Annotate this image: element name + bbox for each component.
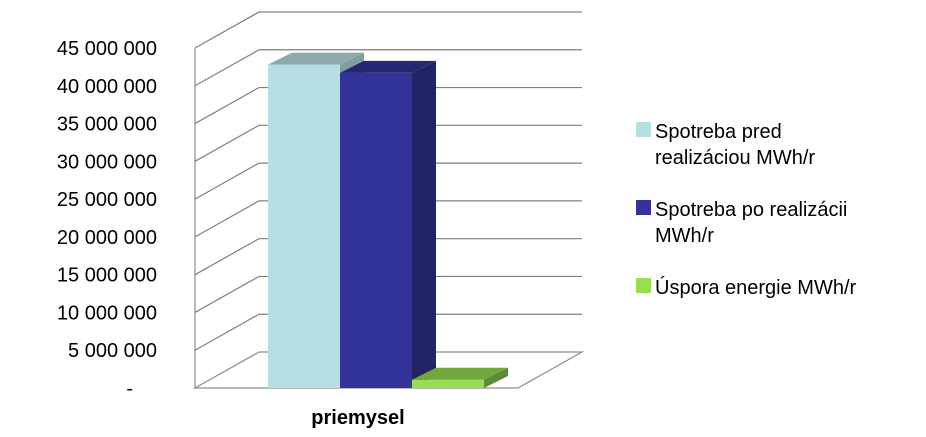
gridline — [194, 275, 582, 313]
y-tick-label: - — [126, 378, 133, 400]
legend-swatch — [636, 200, 651, 215]
y-tick-label: 5 000 000 — [68, 340, 157, 362]
bar-front — [412, 379, 484, 388]
gridline — [194, 313, 582, 351]
y-axis-tick-labels: - 5 000 000 10 000 000 15 000 000 20 000 000… — [57, 38, 157, 400]
bar-2 — [340, 60, 436, 388]
legend-swatch — [636, 122, 651, 137]
bar-top — [268, 52, 364, 65]
legend-label: MWh/r — [655, 225, 714, 247]
y-tick-label: 45 000 000 — [57, 38, 157, 60]
bar-top — [340, 60, 436, 73]
gridline — [194, 162, 582, 200]
x-category-label: priemysel — [311, 407, 404, 429]
legend-label: Spotreba po realizácii — [655, 199, 847, 221]
legend-swatch — [636, 278, 651, 293]
y-tick-label: 15 000 000 — [57, 265, 157, 287]
bar-top — [412, 367, 508, 380]
y-tick-label: 10 000 000 — [57, 302, 157, 324]
y-tick-label: 30 000 000 — [57, 151, 157, 173]
legend-label: Úspora energie MWh/r — [655, 276, 857, 299]
gridline — [194, 238, 582, 276]
bar-front — [268, 64, 340, 388]
gridline — [194, 124, 582, 162]
bar-front — [340, 72, 412, 388]
legend: Spotreba pred realizáciou MWh/r Spotreba p… — [636, 121, 857, 299]
gridline — [194, 11, 582, 49]
bar-side — [484, 367, 508, 388]
gridlines — [194, 11, 582, 351]
y-tick-label: 35 000 000 — [57, 114, 157, 136]
y-tick-label: 20 000 000 — [57, 227, 157, 249]
y-tick-label: 40 000 000 — [57, 76, 157, 98]
legend-label: realizáciou MWh/r — [655, 147, 815, 169]
bars — [268, 52, 508, 388]
x-axis-labels: priemysel — [311, 407, 404, 429]
gridline — [194, 49, 582, 87]
bar-3 — [412, 367, 508, 388]
bar-side — [412, 60, 436, 388]
gridline — [194, 200, 582, 238]
legend-label: Spotreba pred — [655, 121, 782, 143]
y-tick-label: 25 000 000 — [57, 189, 157, 211]
gridline — [194, 86, 582, 125]
